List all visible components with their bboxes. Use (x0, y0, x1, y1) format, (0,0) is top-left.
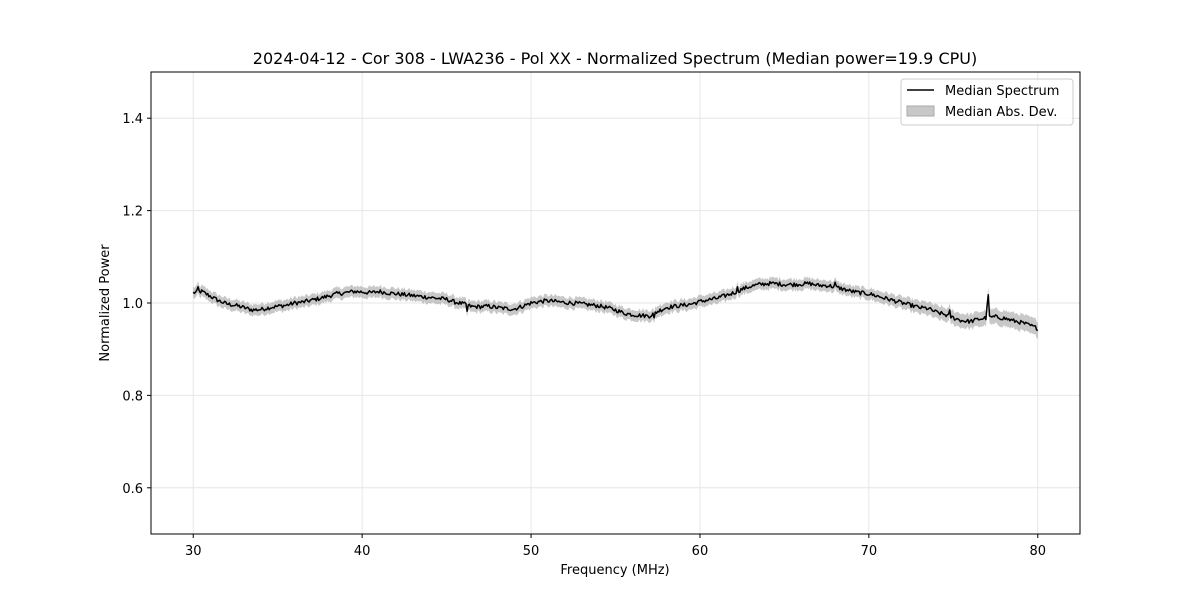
x-tick-label: 50 (523, 544, 540, 559)
median-spectrum-line (192, 280, 1039, 332)
y-tick-label: 0.6 (122, 482, 143, 497)
x-tick-label: 70 (861, 544, 878, 559)
x-axis-ticks: 30 40 50 60 70 80 (185, 534, 1046, 559)
y-axis-ticks: 0.6 0.8 1.0 1.2 1.4 (122, 112, 151, 497)
y-tick-label: 0.8 (122, 389, 143, 404)
x-tick-label: 30 (185, 544, 202, 559)
y-axis-label: Normalized Power (98, 244, 113, 362)
x-tick-label: 80 (1029, 544, 1046, 559)
median-line-layer (192, 280, 1039, 332)
y-tick-label: 1.4 (122, 112, 143, 127)
mad-band-layer (193, 276, 1038, 339)
x-axis-label: Frequency (MHz) (560, 563, 669, 578)
x-tick-label: 60 (692, 544, 709, 559)
legend-label-median-spectrum: Median Spectrum (945, 84, 1059, 99)
y-tick-label: 1.2 (122, 205, 143, 220)
legend-label-median-abs-dev: Median Abs. Dev. (945, 105, 1057, 120)
mad-band (193, 276, 1038, 339)
legend-box (900, 78, 1074, 126)
chart-title: 2024-04-12 - Cor 308 - LWA236 - Pol XX -… (253, 49, 977, 68)
legend-band-swatch (906, 105, 935, 117)
y-tick-label: 1.0 (122, 297, 143, 312)
x-tick-label: 40 (354, 544, 371, 559)
legend: Median Spectrum Median Abs. Dev. (900, 78, 1074, 126)
